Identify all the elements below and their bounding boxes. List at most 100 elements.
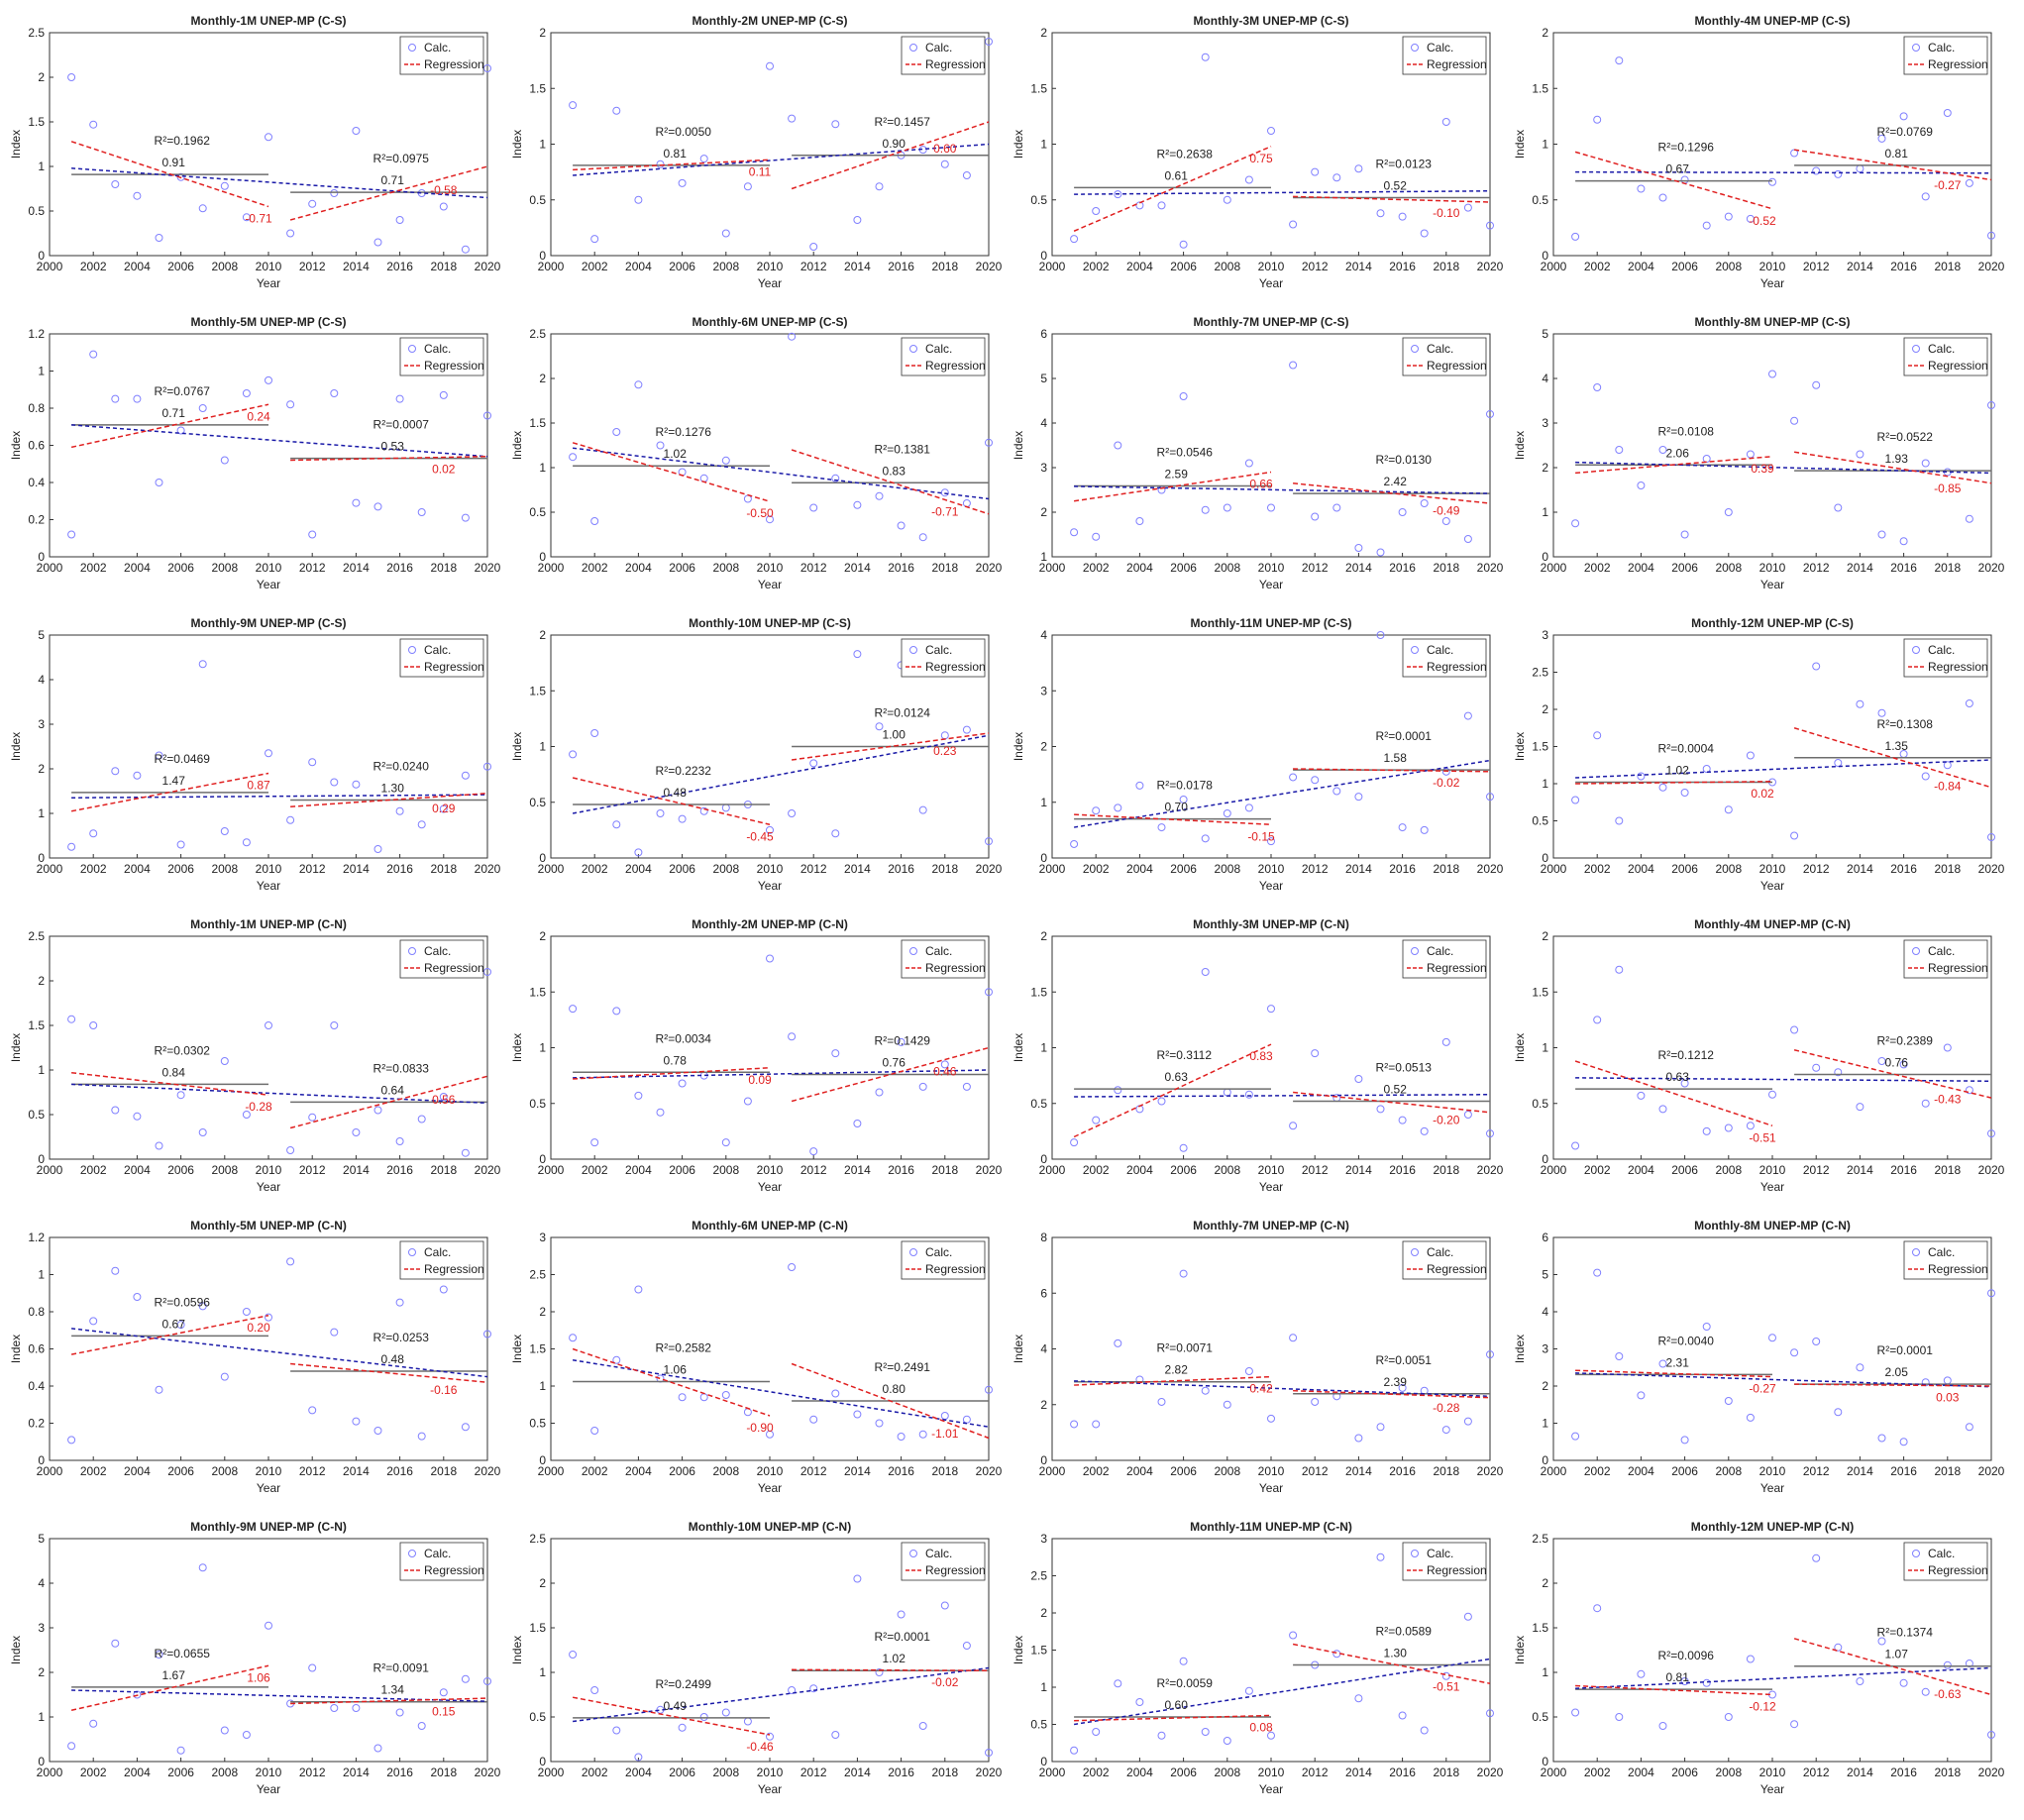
calc-point — [634, 1091, 643, 1100]
y-axis-label: Index — [1012, 1636, 1025, 1664]
calc-point — [1267, 1005, 1275, 1014]
x-tick-label: 2008 — [1715, 1464, 1742, 1478]
x-tick-label: 2012 — [800, 260, 827, 273]
y-tick-label: 2.5 — [28, 929, 45, 943]
calc-point — [1398, 212, 1407, 221]
x-tick-label: 2018 — [1934, 561, 1961, 575]
y-tick-label: 3 — [1542, 628, 1548, 642]
legend-marker — [909, 44, 917, 52]
x-tick-label: 2020 — [1978, 561, 2005, 575]
regression-line — [1574, 151, 1773, 210]
y-tick-label: 1.5 — [1532, 1621, 1548, 1635]
calc-point — [1746, 751, 1755, 760]
calc-point — [1593, 115, 1602, 124]
r2-label: R²=0.2499 — [656, 1677, 712, 1691]
mean-label: 1.67 — [162, 1668, 186, 1682]
calc-point — [1899, 1678, 1908, 1687]
legend-label: Calc. — [424, 1245, 451, 1259]
calc-point — [1201, 1728, 1210, 1736]
calc-point — [1724, 1124, 1733, 1132]
chart-title: Monthly-12M UNEP-MP (C-S) — [1691, 616, 1854, 630]
mean-label: 1.30 — [1384, 1647, 1408, 1660]
calc-point — [1092, 207, 1101, 215]
x-tick-label: 2008 — [712, 260, 739, 273]
regression-line — [1293, 195, 1491, 203]
x-tick-label: 2000 — [1541, 561, 1567, 575]
y-tick-label: 0.5 — [28, 204, 45, 218]
slope-label: 0.66 — [1249, 478, 1273, 491]
x-tick-label: 2014 — [844, 862, 871, 876]
calc-point — [1593, 1268, 1602, 1277]
calc-point — [1354, 1075, 1363, 1083]
trend-line — [573, 143, 990, 176]
y-tick-label: 0 — [1542, 1453, 1548, 1467]
x-tick-label: 2012 — [1302, 1766, 1329, 1779]
x-tick-label: 2018 — [430, 260, 457, 273]
x-tick-label: 2006 — [167, 862, 194, 876]
trend-line — [1575, 1666, 1992, 1689]
subplot: Monthly-10M UNEP-MP (C-N)2000 2002 2004 200… — [510, 1520, 1003, 1796]
legend-marker — [408, 44, 416, 52]
calc-point — [590, 1686, 599, 1694]
legend-marker — [408, 646, 416, 654]
calc-point — [656, 1108, 665, 1117]
calc-point — [417, 1432, 426, 1441]
slope-label: -0.16 — [430, 1383, 458, 1397]
x-tick-label: 2020 — [1978, 1163, 2005, 1177]
calc-point — [1441, 517, 1450, 525]
x-tick-label: 2012 — [800, 1766, 827, 1779]
calc-point — [1593, 1016, 1602, 1024]
chart-title: Monthly-10M UNEP-MP (C-S) — [689, 616, 851, 630]
calc-point — [1157, 201, 1166, 210]
legend-label: Regression — [925, 57, 986, 71]
y-tick-label: 2 — [1542, 929, 1548, 943]
calc-point — [1070, 1746, 1079, 1755]
y-tick-label: 0 — [1040, 851, 1047, 865]
x-tick-label: 2002 — [1083, 862, 1110, 876]
y-tick-label: 0 — [539, 1755, 546, 1768]
mean-label: 1.30 — [381, 782, 405, 796]
calc-point — [1311, 776, 1320, 785]
x-tick-label: 2014 — [343, 260, 370, 273]
y-tick-label: 1 — [1040, 1680, 1047, 1694]
calc-point — [766, 954, 774, 963]
legend-marker — [1912, 345, 1920, 353]
x-tick-label: 2002 — [582, 1766, 608, 1779]
regression-line — [70, 772, 269, 812]
calc-point — [1702, 765, 1711, 773]
calc-point — [198, 404, 207, 412]
legend-marker — [909, 345, 917, 353]
mean-label: 0.78 — [664, 1053, 688, 1067]
y-tick-label: 1.2 — [28, 327, 45, 341]
slope-label: -0.50 — [746, 506, 774, 520]
calc-point — [1571, 1432, 1580, 1441]
regression-line — [573, 159, 771, 171]
mean-label: 0.90 — [883, 137, 906, 151]
calc-point — [1724, 1713, 1733, 1721]
calc-point — [1702, 1126, 1711, 1135]
calc-point — [962, 1642, 971, 1650]
legend-box — [399, 36, 484, 75]
legend-label: Regression — [1928, 660, 1988, 674]
slope-label: -0.71 — [931, 504, 959, 518]
x-axis-label: Year — [257, 879, 280, 893]
slope-label: -0.27 — [1749, 1382, 1776, 1396]
mean-label: 0.64 — [381, 1083, 405, 1097]
calc-point — [1354, 164, 1363, 173]
x-tick-label: 2020 — [1477, 1464, 1504, 1478]
calc-point — [1965, 1086, 1973, 1095]
x-tick-label: 2002 — [80, 1464, 107, 1478]
mean-label: 2.05 — [1885, 1365, 1909, 1379]
r2-label: R²=0.0040 — [1658, 1334, 1715, 1347]
slope-label: 0.75 — [1249, 152, 1273, 165]
calc-point — [612, 428, 621, 436]
y-tick-label: 0 — [38, 1755, 45, 1768]
calc-point — [89, 829, 98, 838]
calc-point — [1244, 1367, 1253, 1375]
y-axis-label: Index — [1513, 732, 1527, 761]
chart-title: Monthly-4M UNEP-MP (C-N) — [1694, 917, 1851, 931]
slope-label: 0.87 — [247, 779, 270, 793]
calc-point — [1354, 544, 1363, 552]
calc-point — [809, 1684, 818, 1693]
mean-label: 2.06 — [1666, 446, 1690, 460]
